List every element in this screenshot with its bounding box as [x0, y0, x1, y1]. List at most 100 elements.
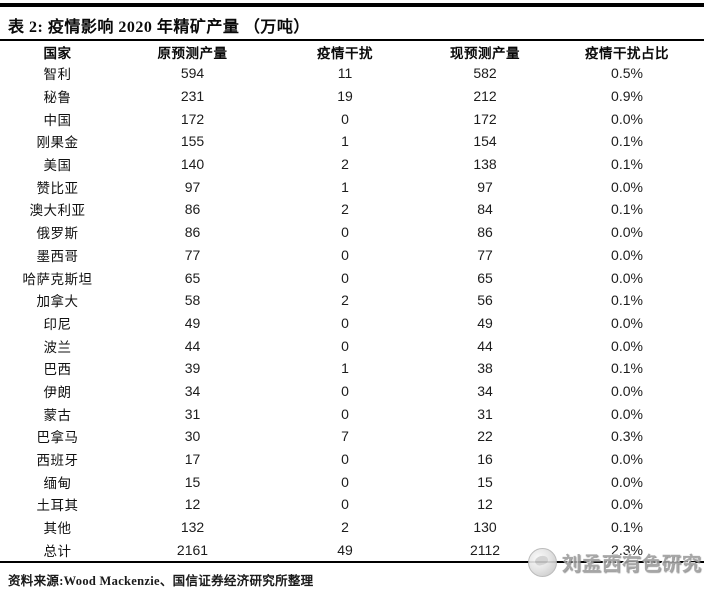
original-forecast-cell: 58: [184, 292, 201, 309]
disruption-pct-cell: 0.0%: [611, 405, 643, 422]
disruption-cell: 1: [341, 133, 349, 150]
country-cell: 俄罗斯: [36, 226, 79, 242]
table-row: 哈萨克斯坦 65 0 65 0.0%: [0, 266, 704, 289]
disruption-pct-cell: 0.5%: [611, 65, 643, 82]
disruption-pct-cell: 0.0%: [611, 382, 643, 399]
current-forecast-cell: 34: [477, 382, 493, 399]
table-row: 秘鲁 231 19 212 0.9%: [0, 85, 704, 108]
disruption-cell: 0: [341, 224, 349, 241]
top-divider-bar: [0, 3, 704, 7]
original-forecast-cell: 594: [180, 65, 205, 82]
current-forecast-cell: 44: [477, 337, 493, 354]
source-note: 资料来源:Wood Mackenzie、国信证券经济研究所整理: [8, 574, 314, 588]
disruption-cell: 11: [337, 65, 353, 82]
disruption-pct-cell: 0.0%: [611, 110, 643, 127]
original-forecast-cell: 86: [184, 224, 201, 241]
table-row: 赞比亚 97 1 97 0.0%: [0, 175, 704, 198]
country-cell: 巴西: [43, 362, 72, 378]
country-cell: 巴拿马: [36, 430, 79, 446]
current-forecast-cell: 77: [477, 246, 493, 263]
table-row: 其他 132 2 130 0.1%: [0, 516, 704, 539]
disruption-pct-cell: 0.1%: [611, 360, 643, 377]
country-cell: 中国: [43, 112, 72, 128]
original-forecast-cell: 77: [184, 246, 201, 263]
table-header-row: 国家 原预测产量 疫情干扰 现预测产量 疫情干扰占比: [0, 42, 704, 62]
disruption-pct-cell: 0.0%: [611, 269, 643, 286]
table-row: 中国 172 0 172 0.0%: [0, 107, 704, 130]
current-forecast-cell: 212: [473, 88, 497, 105]
disruption-pct-cell: 0.0%: [611, 473, 643, 490]
production-table: 国家 原预测产量 疫情干扰 现预测产量 疫情干扰占比 智利 594 11 582…: [0, 42, 704, 561]
country-cell: 秘鲁: [43, 90, 72, 106]
country-cell: 赞比亚: [36, 180, 79, 196]
disruption-cell: 0: [341, 451, 349, 468]
country-cell: 墨西哥: [36, 248, 79, 264]
table-row: 缅甸 15 0 15 0.0%: [0, 470, 704, 493]
current-forecast-cell: 86: [477, 224, 493, 241]
original-forecast-cell: 15: [184, 473, 201, 490]
country-cell: 蒙古: [43, 407, 72, 423]
table-row: 俄罗斯 86 0 86 0.0%: [0, 221, 704, 244]
column-header-disruption-pct: 疫情干扰占比: [585, 46, 669, 61]
table-row: 伊朗 34 0 34 0.0%: [0, 380, 704, 403]
current-forecast-cell: 15: [477, 473, 493, 490]
disruption-cell: 0: [341, 314, 349, 331]
current-forecast-cell: 138: [473, 156, 497, 173]
disruption-cell: 2: [341, 292, 349, 309]
table-row: 蒙古 31 0 31 0.0%: [0, 402, 704, 425]
disruption-cell: 7: [341, 428, 349, 445]
table-row: 土耳其 12 0 12 0.0%: [0, 493, 704, 516]
table-row: 澳大利亚 86 2 84 0.1%: [0, 198, 704, 221]
current-forecast-cell: 56: [477, 292, 493, 309]
country-cell: 智利: [43, 67, 72, 83]
original-forecast-cell: 34: [184, 382, 201, 399]
original-forecast-cell: 44: [184, 337, 201, 354]
original-forecast-cell: 97: [184, 178, 201, 195]
current-forecast-cell: 2112: [469, 541, 501, 558]
country-cell: 其他: [43, 521, 72, 537]
disruption-pct-cell: 0.9%: [611, 88, 643, 105]
disruption-pct-cell: 0.0%: [611, 451, 643, 468]
disruption-pct-cell: 0.1%: [611, 156, 643, 173]
table-row: 西班牙 17 0 16 0.0%: [0, 448, 704, 471]
country-cell: 刚果金: [36, 135, 79, 151]
table-row: 美国 140 2 138 0.1%: [0, 153, 704, 176]
current-forecast-cell: 31: [477, 405, 493, 422]
disruption-cell: 19: [337, 88, 353, 105]
disruption-cell: 0: [341, 110, 349, 127]
country-cell: 波兰: [43, 339, 72, 355]
original-forecast-cell: 140: [180, 156, 205, 173]
current-forecast-cell: 38: [477, 360, 493, 377]
current-forecast-cell: 130: [473, 519, 497, 536]
table-row: 巴拿马 30 7 22 0.3%: [0, 425, 704, 448]
table-row: 波兰 44 0 44 0.0%: [0, 334, 704, 357]
country-cell: 缅甸: [43, 475, 72, 491]
column-header-current-forecast: 现预测产量: [450, 46, 520, 61]
disruption-pct-cell: 0.0%: [611, 178, 643, 195]
current-forecast-cell: 49: [477, 314, 493, 331]
disruption-cell: 0: [341, 405, 349, 422]
disruption-pct-cell: 0.3%: [611, 428, 643, 445]
disruption-cell: 0: [341, 382, 349, 399]
disruption-cell: 2: [341, 201, 349, 218]
disruption-cell: 1: [341, 360, 349, 377]
country-cell: 西班牙: [36, 453, 79, 469]
original-forecast-cell: 2161: [176, 541, 209, 558]
table-row: 巴西 39 1 38 0.1%: [0, 357, 704, 380]
table-header: 国家 原预测产量 疫情干扰 现预测产量 疫情干扰占比: [0, 42, 704, 62]
original-forecast-cell: 86: [184, 201, 201, 218]
table-row: 加拿大 58 2 56 0.1%: [0, 289, 704, 312]
disruption-pct-cell: 0.0%: [611, 224, 643, 241]
disruption-cell: 0: [341, 269, 349, 286]
country-cell: 土耳其: [36, 498, 79, 514]
disruption-pct-cell: 0.1%: [611, 201, 643, 218]
column-header-country: 国家: [43, 46, 72, 61]
original-forecast-cell: 49: [184, 314, 201, 331]
table-row: 刚果金 155 1 154 0.1%: [0, 130, 704, 153]
table-row: 墨西哥 77 0 77 0.0%: [0, 244, 704, 267]
disruption-pct-cell: 0.0%: [611, 246, 643, 263]
original-forecast-cell: 132: [180, 519, 205, 536]
disruption-pct-cell: 0.0%: [611, 314, 643, 331]
current-forecast-cell: 172: [473, 110, 497, 127]
table-title: 表 2: 疫情影响 2020 年精矿产量 （万吨）: [8, 19, 310, 36]
